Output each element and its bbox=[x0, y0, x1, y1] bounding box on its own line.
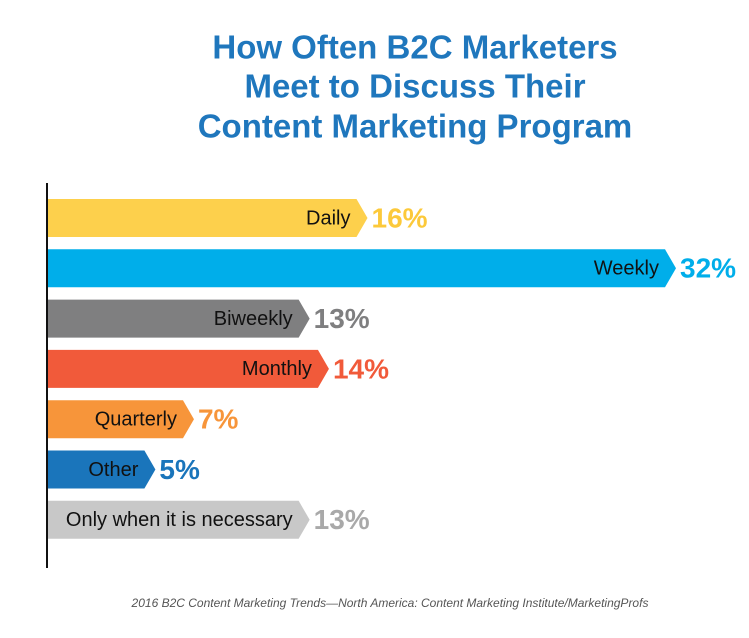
chart-title: How Often B2C Marketers bbox=[212, 29, 617, 66]
bar bbox=[48, 400, 194, 439]
category-label: Daily bbox=[306, 207, 350, 229]
chart-title: Meet to Discuss Their bbox=[244, 68, 585, 105]
category-label: Only when it is necessary bbox=[66, 509, 293, 531]
bar bbox=[48, 349, 329, 388]
bar bbox=[48, 500, 310, 539]
value-label: 13% bbox=[314, 303, 370, 334]
chart-title: Content Marketing Program bbox=[198, 108, 633, 145]
value-label: 14% bbox=[333, 353, 389, 384]
bar bbox=[48, 199, 368, 237]
value-label: 7% bbox=[198, 404, 239, 435]
category-label: Quarterly bbox=[95, 408, 177, 430]
value-label: 13% bbox=[314, 504, 370, 535]
value-label: 5% bbox=[159, 454, 200, 485]
bar bbox=[48, 299, 310, 338]
category-label: Biweekly bbox=[214, 308, 293, 330]
category-label: Other bbox=[88, 459, 138, 481]
bar bbox=[48, 249, 676, 288]
value-label: 32% bbox=[680, 253, 736, 284]
source-note: 2016 B2C Content Marketing Trends—North … bbox=[131, 596, 649, 610]
category-label: Monthly bbox=[242, 358, 312, 380]
category-label: Weekly bbox=[594, 258, 659, 280]
value-label: 16% bbox=[372, 202, 428, 233]
bar bbox=[48, 450, 156, 489]
